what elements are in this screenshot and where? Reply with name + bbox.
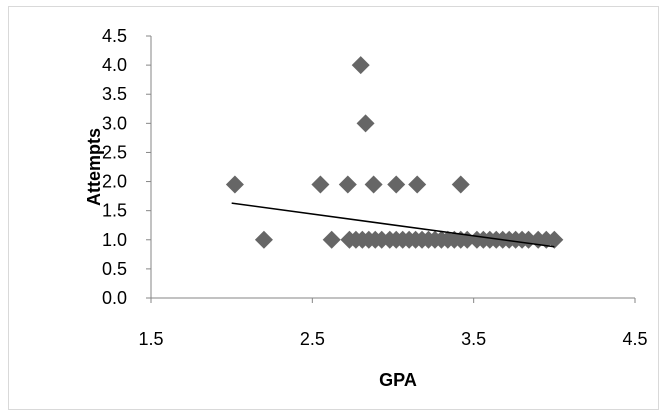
data-point (408, 175, 427, 194)
data-point (387, 175, 406, 194)
data-point (351, 56, 370, 75)
y-tick-label: 3.0 (102, 113, 127, 133)
y-tick-label: 4.5 (102, 26, 127, 46)
y-tick-label: 3.5 (102, 84, 127, 104)
x-tick-label: 2.5 (300, 329, 325, 349)
y-tick-label: 0.0 (102, 288, 127, 308)
data-point (225, 175, 244, 194)
y-tick-label: 2.0 (102, 172, 127, 192)
trendline (231, 202, 555, 248)
y-tick-label: 0.5 (102, 259, 127, 279)
y-axis-title: Attempts (84, 128, 104, 206)
data-point (356, 114, 375, 133)
data-point (451, 175, 470, 194)
data-point (311, 175, 330, 194)
data-point (254, 230, 273, 249)
data-point (338, 175, 357, 194)
data-point (364, 175, 383, 194)
x-tick-label: 3.5 (461, 329, 486, 349)
y-tick-label: 1.5 (102, 201, 127, 221)
data-point (545, 230, 564, 249)
chart-area (8, 6, 659, 410)
x-tick-label: 4.5 (622, 329, 647, 349)
y-tick-label: 4.0 (102, 55, 127, 75)
data-point (322, 230, 341, 249)
x-axis-title: GPA (379, 370, 417, 390)
y-tick-label: 2.5 (102, 142, 127, 162)
x-tick-label: 1.5 (138, 329, 163, 349)
y-tick-label: 1.0 (102, 230, 127, 250)
